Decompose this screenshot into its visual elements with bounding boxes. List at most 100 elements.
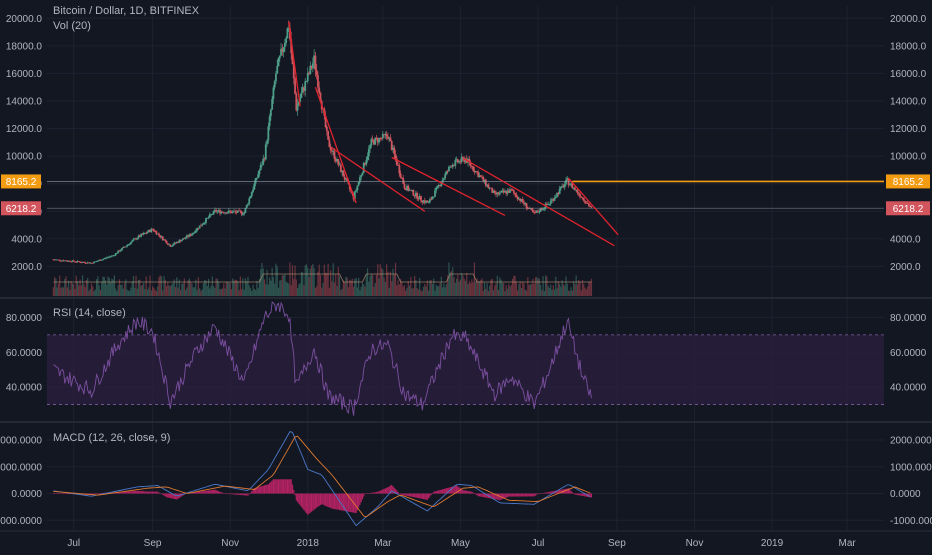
candle-body — [333, 151, 336, 159]
candle-body — [88, 262, 90, 264]
candle-body — [191, 233, 193, 236]
macd-histogram-bar — [365, 493, 367, 495]
macd-histogram-bar — [476, 493, 478, 496]
volume-bar — [289, 262, 291, 296]
macd-histogram-bar — [495, 493, 497, 500]
candle-body — [427, 202, 430, 203]
macd-histogram-bar — [455, 485, 458, 494]
macd-histogram-bar — [140, 491, 142, 494]
macd-histogram-bar — [389, 485, 392, 494]
candle-body — [428, 199, 431, 203]
volume-bar — [122, 288, 124, 296]
macd-histogram-bar — [239, 493, 241, 496]
macd-histogram-bar — [375, 491, 378, 494]
volume-bar — [73, 284, 75, 296]
candle-body — [417, 198, 420, 200]
volume-bar — [211, 276, 213, 296]
candle-body — [501, 190, 504, 192]
volume-bar — [459, 279, 462, 296]
volume-bar — [454, 282, 456, 296]
macd-histogram-bar — [421, 493, 423, 499]
candle-body — [414, 192, 417, 196]
volume-bar — [323, 264, 325, 296]
volume-bar — [309, 268, 311, 296]
candle-body — [145, 233, 148, 234]
candle-body — [381, 133, 384, 139]
macd-histogram-bar — [361, 493, 364, 500]
candle-body — [175, 242, 178, 244]
candle-body — [327, 130, 330, 140]
volume-bar — [265, 284, 267, 296]
volume-bar — [84, 286, 86, 296]
volume-bar — [373, 286, 375, 296]
macd-histogram-bar — [257, 487, 259, 494]
volume-bar — [492, 290, 495, 296]
candle-body — [286, 28, 289, 39]
candle-body — [131, 240, 134, 243]
candle-body — [341, 170, 344, 173]
macd-histogram-bar — [117, 492, 119, 494]
current-price-label-right: 6218.2 — [893, 204, 924, 215]
macd-histogram-bar — [154, 491, 156, 494]
macd-histogram-bar — [396, 490, 398, 494]
volume-bar — [112, 279, 114, 296]
candle-body — [65, 260, 67, 262]
volume-bar — [216, 279, 219, 296]
volume-bar — [134, 287, 136, 296]
macd-histogram-bar — [123, 491, 126, 494]
macd-histogram-bar — [291, 484, 294, 494]
volume-bar — [477, 281, 479, 296]
macd-histogram-bar — [438, 490, 440, 494]
candle-body — [542, 208, 544, 210]
macd-histogram-bar — [486, 493, 488, 498]
candle-body — [373, 140, 375, 145]
volume-bar — [400, 278, 402, 296]
macd-histogram-bar — [496, 493, 498, 500]
macd-histogram-bar — [69, 493, 71, 495]
volume-bar — [556, 288, 558, 296]
volume-bar — [405, 290, 407, 296]
macd-histogram-bar — [145, 491, 147, 494]
macd-histogram-bar — [336, 493, 338, 510]
candle-body — [169, 244, 172, 247]
volume-bar — [513, 275, 515, 296]
volume-bar — [200, 290, 202, 296]
macd-histogram-bar — [447, 487, 449, 494]
macd-histogram-bar — [580, 493, 582, 496]
macd-histogram-bar — [405, 493, 407, 496]
macd-histogram-bar — [386, 487, 388, 494]
candle-body — [525, 203, 528, 209]
volume-bar — [234, 279, 236, 296]
volume-bar — [429, 280, 431, 296]
volume-bar — [475, 281, 477, 296]
y-tick-label-right: 4000.0 — [890, 234, 921, 245]
candle-body — [257, 174, 260, 178]
volume-bar — [89, 288, 91, 296]
volume-bar — [355, 277, 357, 296]
candle-body — [388, 137, 391, 139]
macd-histogram-bar — [218, 491, 220, 494]
volume-bar — [237, 281, 239, 296]
candle-body — [98, 259, 101, 261]
candle-body — [103, 258, 106, 260]
macd-histogram-bar — [211, 489, 213, 494]
macd-histogram-bar — [157, 491, 159, 494]
candle-body — [197, 228, 200, 229]
candle-body — [100, 259, 103, 261]
volume-bar — [281, 275, 283, 296]
macd-histogram-bar — [319, 493, 322, 506]
volume-bar — [90, 283, 93, 296]
volume-bar — [76, 280, 79, 296]
volume-bar — [426, 280, 428, 296]
volume-bar — [54, 277, 56, 296]
candle-body — [234, 211, 237, 213]
candle-body — [154, 231, 157, 233]
candle-body — [418, 196, 421, 200]
macd-histogram-bar — [567, 488, 570, 494]
volume-bar — [280, 279, 282, 296]
macd-histogram-bar — [581, 493, 584, 496]
macd-histogram-bar — [485, 493, 487, 498]
macd-histogram-bar — [247, 493, 249, 496]
volume-bar — [300, 271, 303, 296]
